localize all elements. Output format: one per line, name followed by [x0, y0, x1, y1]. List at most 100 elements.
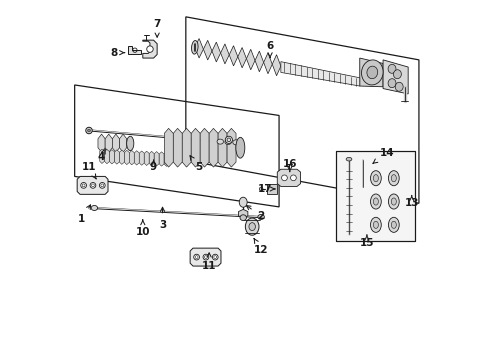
Polygon shape — [264, 53, 272, 74]
Polygon shape — [195, 39, 203, 58]
Polygon shape — [154, 152, 159, 166]
Text: 4: 4 — [98, 149, 105, 162]
Polygon shape — [272, 55, 281, 76]
Text: 2: 2 — [246, 206, 265, 221]
Text: 11: 11 — [202, 253, 217, 271]
Ellipse shape — [370, 194, 381, 209]
Polygon shape — [145, 151, 149, 166]
Ellipse shape — [258, 215, 265, 220]
Polygon shape — [220, 44, 229, 64]
Text: 7: 7 — [153, 19, 161, 37]
Polygon shape — [120, 150, 124, 165]
Polygon shape — [129, 150, 134, 165]
Ellipse shape — [245, 218, 259, 235]
Polygon shape — [159, 152, 164, 166]
Text: 12: 12 — [254, 239, 269, 255]
Polygon shape — [229, 46, 238, 66]
Text: 9: 9 — [150, 160, 157, 172]
Polygon shape — [281, 62, 360, 86]
Ellipse shape — [233, 140, 239, 145]
Text: 1: 1 — [78, 205, 91, 224]
Polygon shape — [218, 129, 227, 167]
Circle shape — [147, 46, 153, 52]
Ellipse shape — [388, 64, 396, 73]
Circle shape — [90, 183, 96, 188]
Polygon shape — [77, 176, 108, 194]
Polygon shape — [190, 248, 221, 266]
Text: 13: 13 — [405, 195, 419, 208]
Circle shape — [86, 127, 92, 134]
Polygon shape — [115, 150, 120, 164]
Ellipse shape — [389, 217, 399, 232]
Text: 17: 17 — [257, 184, 275, 194]
Circle shape — [88, 129, 91, 132]
Polygon shape — [112, 134, 120, 152]
Polygon shape — [143, 40, 157, 58]
Text: 3: 3 — [159, 207, 166, 230]
Ellipse shape — [91, 206, 98, 211]
Ellipse shape — [370, 171, 381, 186]
Text: 6: 6 — [267, 41, 274, 58]
Polygon shape — [164, 152, 169, 166]
Circle shape — [291, 175, 296, 181]
Polygon shape — [124, 150, 129, 165]
Text: 15: 15 — [360, 235, 374, 248]
Ellipse shape — [240, 215, 246, 221]
Polygon shape — [140, 151, 144, 165]
Polygon shape — [277, 169, 300, 186]
Polygon shape — [173, 129, 182, 167]
Polygon shape — [200, 129, 209, 167]
Text: 10: 10 — [136, 220, 150, 237]
Polygon shape — [105, 134, 112, 152]
Ellipse shape — [388, 79, 396, 87]
Ellipse shape — [236, 137, 245, 158]
Polygon shape — [120, 134, 126, 152]
Polygon shape — [105, 149, 109, 164]
Circle shape — [225, 136, 232, 143]
Ellipse shape — [217, 139, 223, 144]
Polygon shape — [98, 134, 105, 152]
Ellipse shape — [389, 194, 399, 209]
Ellipse shape — [249, 223, 255, 230]
Ellipse shape — [346, 157, 352, 161]
Polygon shape — [267, 184, 277, 194]
Polygon shape — [128, 45, 141, 54]
Circle shape — [194, 254, 199, 260]
Circle shape — [282, 175, 287, 181]
Polygon shape — [212, 42, 220, 62]
Polygon shape — [383, 60, 408, 94]
Ellipse shape — [367, 66, 378, 79]
Circle shape — [81, 183, 87, 188]
Ellipse shape — [239, 197, 247, 207]
Ellipse shape — [373, 221, 378, 228]
Polygon shape — [135, 151, 139, 165]
Polygon shape — [182, 129, 191, 167]
Ellipse shape — [392, 198, 396, 205]
Text: 16: 16 — [283, 159, 297, 172]
Circle shape — [203, 254, 209, 260]
Ellipse shape — [392, 221, 396, 228]
Polygon shape — [110, 150, 114, 164]
Ellipse shape — [395, 82, 403, 91]
Polygon shape — [149, 151, 154, 166]
Polygon shape — [360, 58, 383, 87]
Circle shape — [212, 254, 218, 260]
Ellipse shape — [392, 175, 396, 182]
Ellipse shape — [389, 171, 399, 186]
Text: 14: 14 — [373, 148, 394, 163]
Polygon shape — [100, 149, 104, 163]
Polygon shape — [209, 129, 218, 167]
Circle shape — [99, 183, 105, 188]
Polygon shape — [239, 210, 248, 218]
Ellipse shape — [373, 175, 378, 182]
Text: 11: 11 — [82, 162, 96, 179]
Polygon shape — [191, 129, 200, 167]
Text: 8: 8 — [110, 48, 124, 58]
Polygon shape — [246, 49, 255, 70]
Ellipse shape — [225, 139, 231, 144]
Ellipse shape — [362, 60, 383, 85]
Ellipse shape — [259, 187, 263, 191]
Ellipse shape — [126, 136, 134, 150]
Polygon shape — [227, 129, 236, 167]
Text: 5: 5 — [190, 156, 202, 172]
